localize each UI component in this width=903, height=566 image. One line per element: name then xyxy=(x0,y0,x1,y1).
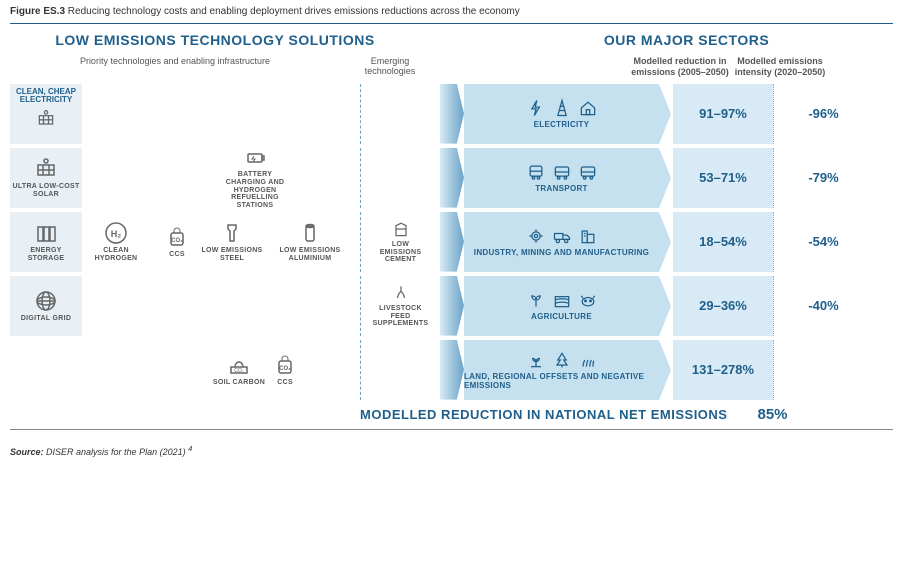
tech-item: LOW EMISSIONS STEEL xyxy=(197,221,267,262)
mid-tech-cell: CO₂CCS LOW EMISSIONS STEELLOW EMISSIONS A… xyxy=(150,212,360,272)
content-row: ULTRA LOW-COST SOLAR BATTERY CHARGING AND… xyxy=(0,148,903,208)
arrow-cell xyxy=(440,148,464,208)
main-headers: LOW EMISSIONS TECHNOLOGY SOLUTIONS OUR M… xyxy=(0,32,903,48)
reduction-cell: 53–71% xyxy=(673,148,773,208)
arrow-cell xyxy=(440,212,464,272)
tech-item: CO₂SOIL CARBON xyxy=(213,353,265,387)
intensity-cell: -40% xyxy=(773,276,873,336)
content-row: CO₂SOIL CARBON CO₂CCS LAND, REGIONAL OFFSE… xyxy=(0,340,903,400)
mid-tech-cell xyxy=(150,276,360,336)
sector-cell: LAND, REGIONAL OFFSETS AND NEGATIVE EMIS… xyxy=(464,340,659,400)
arrow-cell xyxy=(440,276,464,336)
sector-cell: ELECTRICITY xyxy=(464,84,659,144)
source-line: Source: DISER analysis for the Plan (202… xyxy=(0,430,903,457)
emerging-cell: LIVESTOCK FEED SUPPLEMENTS xyxy=(360,276,440,336)
tech-item: CO₂CCS xyxy=(165,225,189,259)
sub-intensity: Modelled emissions intensity (2020–2050) xyxy=(730,56,830,78)
intensity-cell: -54% xyxy=(773,212,873,272)
header-right: OUR MAJOR SECTORS xyxy=(430,32,903,48)
source-prefix: Source: xyxy=(10,447,44,457)
tech-item: CO₂CCS xyxy=(273,353,297,387)
national-row: MODELLED REDUCTION IN NATIONAL NET EMISS… xyxy=(0,406,903,423)
national-label: MODELLED REDUCTION IN NATIONAL NET EMISS… xyxy=(360,407,727,422)
sub-emerging: Emerging technologies xyxy=(350,56,430,78)
mid-tech-cell: CO₂SOIL CARBON CO₂CCS xyxy=(150,340,360,400)
intensity-cell xyxy=(773,340,873,400)
mid-tech-cell xyxy=(150,84,360,144)
arrow-cell xyxy=(440,84,464,144)
content-row: ENERGY STORAGEH₂CLEAN HYDROGEN CO₂CCS LOW … xyxy=(0,212,903,272)
hydrogen-spacer xyxy=(82,148,150,208)
left-tech-item: ENERGY STORAGE xyxy=(10,212,82,272)
content-row: DIGITAL GRID LIVESTOCK FEED SUPPLEMENTS AG… xyxy=(0,276,903,336)
hydrogen-spacer xyxy=(82,276,150,336)
header-left: LOW EMISSIONS TECHNOLOGY SOLUTIONS xyxy=(0,32,430,48)
reduction-cell: 91–97% xyxy=(673,84,773,144)
sub-reduction: Modelled reduction in emissions (2005–20… xyxy=(630,56,730,78)
hydrogen-spacer xyxy=(82,340,150,400)
svg-text:CO₂: CO₂ xyxy=(171,238,183,244)
emerging-item: LIVESTOCK FEED SUPPLEMENTS xyxy=(371,283,431,328)
emerging-item: LOW EMISSIONS CEMENT xyxy=(371,219,431,264)
national-value: 85% xyxy=(757,406,787,423)
clean-electricity-header: CLEAN, CHEAP ELECTRICITY xyxy=(10,84,82,144)
sector-cell: INDUSTRY, MINING AND MANUFACTURING xyxy=(464,212,659,272)
sub-priority: Priority technologies and enabling infra… xyxy=(0,56,350,78)
content-row: CLEAN, CHEAP ELECTRICITY ELECTRICITY91–97… xyxy=(0,84,903,144)
arrow-cell xyxy=(440,340,464,400)
emerging-cell xyxy=(360,148,440,208)
source-sup: 4 xyxy=(188,444,192,453)
hydrogen-cell: H₂CLEAN HYDROGEN xyxy=(82,212,150,272)
sector-cell: AGRICULTURE xyxy=(464,276,659,336)
reduction-cell: 18–54% xyxy=(673,212,773,272)
intensity-cell: -79% xyxy=(773,148,873,208)
top-divider xyxy=(10,23,893,24)
source-text: DISER analysis for the Plan (2021) xyxy=(46,447,186,457)
tech-item: LOW EMISSIONS ALUMINIUM xyxy=(275,221,345,262)
emerging-cell xyxy=(360,340,440,400)
left-tech-item: DIGITAL GRID xyxy=(10,276,82,336)
figure-title: Figure ES.3 Reducing technology costs an… xyxy=(0,0,903,19)
svg-text:H₂: H₂ xyxy=(111,229,122,239)
tech-item: BATTERY CHARGING AND HYDROGEN REFUELLING… xyxy=(220,145,290,209)
rows-container: CLEAN, CHEAP ELECTRICITY ELECTRICITY91–97… xyxy=(0,84,903,400)
sub-headers: Priority technologies and enabling infra… xyxy=(0,56,903,78)
intensity-cell: -96% xyxy=(773,84,873,144)
emerging-cell xyxy=(360,84,440,144)
left-tech-item: ULTRA LOW-COST SOLAR xyxy=(10,148,82,208)
emerging-cell: LOW EMISSIONS CEMENT xyxy=(360,212,440,272)
figure-caption: Reducing technology costs and enabling d… xyxy=(68,6,520,17)
svg-text:CO₂: CO₂ xyxy=(279,366,291,372)
left-spacer xyxy=(10,340,82,400)
mid-tech-cell: BATTERY CHARGING AND HYDROGEN REFUELLING… xyxy=(150,148,360,208)
reduction-cell: 29–36% xyxy=(673,276,773,336)
reduction-cell: 131–278% xyxy=(673,340,773,400)
hydrogen-spacer xyxy=(82,84,150,144)
sector-cell: TRANSPORT xyxy=(464,148,659,208)
svg-text:CO₂: CO₂ xyxy=(234,368,244,374)
figure-number: Figure ES.3 xyxy=(10,6,65,17)
